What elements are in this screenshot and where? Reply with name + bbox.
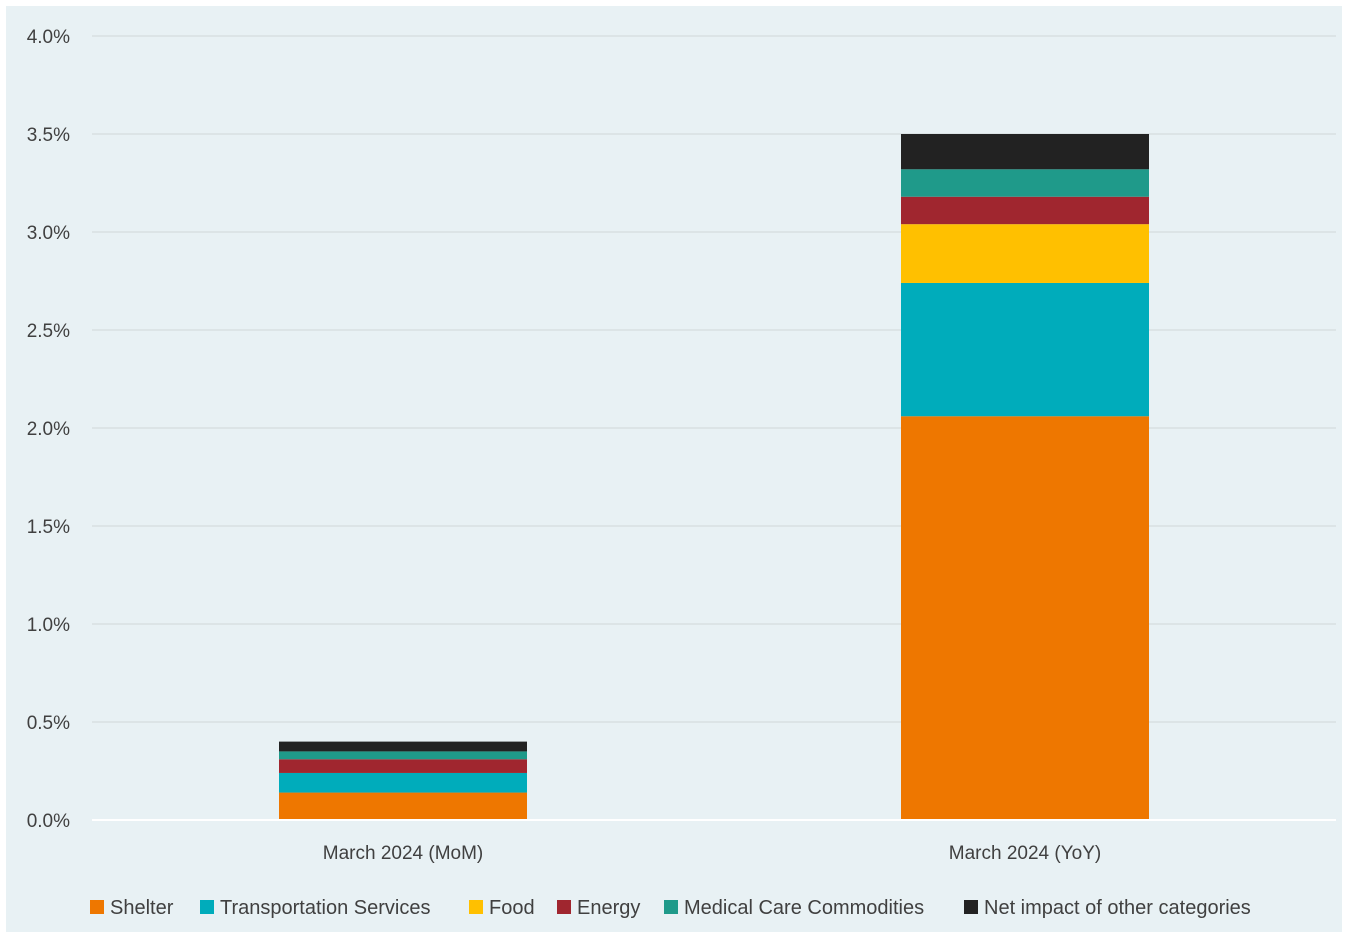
legend-swatch (90, 900, 104, 914)
y-tick-label: 0.0% (27, 811, 70, 832)
legend-label: Medical Care Commodities (684, 897, 924, 919)
legend-label: Shelter (110, 897, 174, 919)
legend-label: Food (489, 897, 535, 919)
bars (279, 134, 1149, 820)
bar-segment-net-impact-of-other-categories (279, 741, 527, 752)
y-tick-label: 3.5% (27, 125, 70, 146)
legend-swatch (200, 900, 214, 914)
legend-swatch (664, 900, 678, 914)
bar-segment-transportation-services (901, 282, 1149, 417)
bar-segment-net-impact-of-other-categories (901, 134, 1149, 170)
bar-segment-food (901, 224, 1149, 283)
y-tick-label: 0.5% (27, 713, 70, 734)
legend-label: Transportation Services (220, 897, 430, 919)
x-axis: March 2024 (MoM) March 2024 (YoY) (323, 843, 1101, 864)
y-axis: 0.0% 0.5% 1.0% 1.5% 2.0% 2.5% 3.0% 3.5% 4.0% (27, 27, 70, 832)
bar-segment-transportation-services (279, 772, 527, 793)
x-tick-label: March 2024 (YoY) (949, 843, 1101, 864)
bar-segment-energy (901, 196, 1149, 225)
legend-swatch (469, 900, 483, 914)
bar-segment-energy (279, 759, 527, 773)
legend-swatch (964, 900, 978, 914)
bar-segment-shelter (901, 416, 1149, 820)
x-tick-label: March 2024 (MoM) (323, 843, 484, 864)
legend-label: Energy (577, 897, 640, 919)
y-tick-label: 2.5% (27, 321, 70, 342)
legend-swatch (557, 900, 571, 914)
y-tick-label: 1.5% (27, 517, 70, 538)
gridlines (92, 35, 1336, 723)
bar-segment-medical-care-commodities (279, 751, 527, 760)
legend: Shelter Transportation Services Food Energy… (90, 897, 1251, 919)
legend-label: Net impact of other categories (984, 897, 1251, 919)
y-tick-label: 2.0% (27, 419, 70, 440)
bar-segment-medical-care-commodities (901, 169, 1149, 197)
y-tick-label: 3.0% (27, 223, 70, 244)
bar-segment-shelter (279, 792, 527, 820)
y-tick-label: 1.0% (27, 615, 70, 636)
y-tick-label: 4.0% (27, 27, 70, 48)
